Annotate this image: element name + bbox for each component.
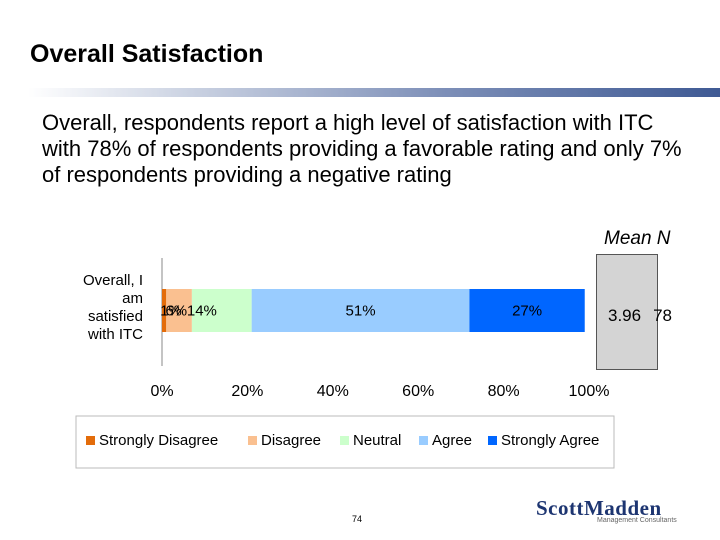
category-label-line: am: [122, 290, 143, 307]
x-tick-label: 100%: [569, 383, 610, 400]
stat-values: 3.96 78: [608, 306, 672, 326]
legend-swatch-strongly-disagree: [86, 436, 95, 445]
slide-title: Overall Satisfaction: [30, 40, 264, 68]
category-label-line: satisfied: [88, 308, 143, 325]
company-logo: ScottMadden: [536, 496, 662, 520]
n-value: 78: [653, 306, 673, 325]
summary-text: Overall, respondents report a high level…: [42, 110, 682, 187]
x-tick-label: 20%: [231, 383, 263, 400]
bar-label-strongly-agree: 27%: [512, 303, 542, 320]
bar-label-agree: 51%: [346, 303, 376, 320]
x-tick-label: 60%: [402, 383, 434, 400]
bar-label-disagree: 6%: [165, 303, 187, 320]
mean-n-header: Mean N: [604, 228, 671, 249]
bar-strongly-agree: [469, 289, 585, 332]
page-number: 74: [352, 514, 363, 524]
title-rule: [28, 88, 720, 97]
category-label-line: Overall, I: [83, 272, 143, 289]
legend-label-strongly-disagree: Strongly Disagree: [99, 432, 218, 449]
legend-swatch-neutral: [340, 436, 349, 445]
x-tick-label: 40%: [317, 383, 349, 400]
legend-label-agree: Agree: [432, 432, 472, 449]
bar-label-neutral: 14%: [187, 303, 217, 320]
x-tick-label: 80%: [488, 383, 520, 400]
x-tick-label: 0%: [150, 383, 173, 400]
legend-swatch-strongly-agree: [488, 436, 497, 445]
legend-label-neutral: Neutral: [353, 432, 401, 449]
mean-value: 3.96: [608, 306, 642, 325]
bar-strongly-disagree: [162, 289, 167, 332]
logo-tagline: Management Consultants: [597, 517, 677, 524]
legend-label-strongly-agree: Strongly Agree: [501, 432, 599, 449]
bar-disagree: [166, 289, 192, 332]
category-label-line: with ITC: [87, 326, 143, 343]
bar-label-strongly-disagree: 1%: [160, 303, 182, 320]
bar-neutral: [191, 289, 252, 332]
stat-box: [596, 254, 658, 370]
legend-swatch-agree: [419, 436, 428, 445]
bar-agree: [251, 289, 470, 332]
legend-swatch-disagree: [248, 436, 257, 445]
legend-label-disagree: Disagree: [261, 432, 321, 449]
